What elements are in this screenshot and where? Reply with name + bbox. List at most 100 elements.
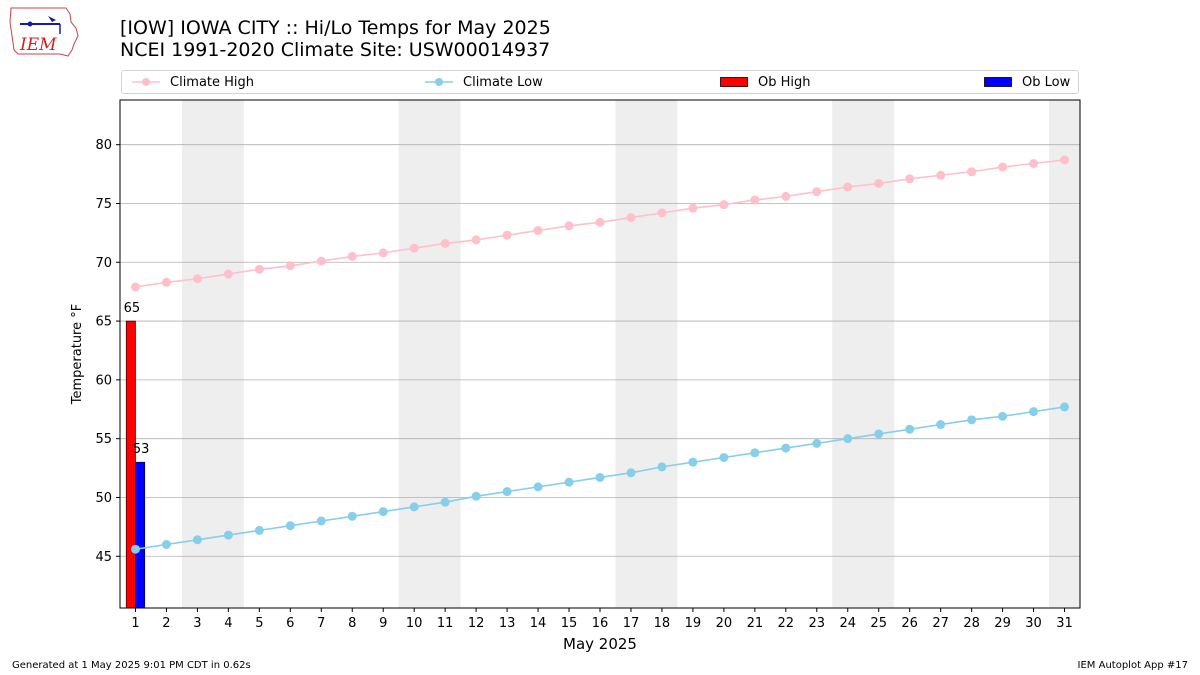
climate-point [285,521,295,531]
legend-swatch-icon [984,77,1012,87]
y-tick-label: 50 [95,491,112,506]
climate-point [223,530,233,540]
generated-note: Generated at 1 May 2025 9:01 PM CDT in 0… [12,660,251,671]
climate-point [1029,407,1039,417]
climate-point [130,282,140,292]
x-tick-label: 20 [716,616,733,631]
climate-point [688,203,698,213]
x-tick-label: 4 [224,616,232,631]
x-tick-label: 12 [468,616,485,631]
x-tick-label: 5 [255,616,263,631]
climate-point [285,261,295,271]
weekend-band [1049,100,1080,608]
climate-point [874,178,884,188]
climate-point [440,497,450,507]
climate-point [967,167,977,177]
x-tick-label: 7 [317,616,325,631]
x-tick-label: 30 [1025,616,1042,631]
weekend-band [181,100,244,608]
climate-point [564,221,574,231]
x-tick-label: 11 [437,616,454,631]
y-axis-label: Temperature °F [70,304,85,405]
app-note: IEM Autoplot App #17 [1077,660,1188,671]
bar-labels: 65 53 [124,301,150,457]
climate-point [905,424,915,434]
climate-point [502,487,512,497]
bar-value-label: 53 [133,442,150,457]
climate-point [254,264,264,274]
climate-point [161,277,171,287]
x-tick-label: 25 [870,616,887,631]
climate-point [905,174,915,184]
x-tick-label: 3 [193,616,201,631]
x-tick-label: 21 [747,616,764,631]
climate-point [1060,402,1070,412]
x-tick-label: 22 [778,616,795,631]
x-tick-label: 10 [406,616,423,631]
y-axis: 45 50 55 60 65 70 75 80 [95,138,120,565]
climate-point [626,468,636,478]
climate-point [750,195,760,205]
climate-point [161,540,171,549]
climate-point [316,516,326,526]
x-tick-label: 23 [809,616,826,631]
climate-point [564,477,574,487]
climate-point [409,502,419,512]
x-tick-label: 26 [901,616,918,631]
ob-bars [125,320,146,609]
climate-point [781,443,791,453]
legend-climate-low: Climate Low [425,71,543,93]
y-tick-label: 80 [95,138,112,153]
climate-point [471,235,481,245]
x-tick-label: 14 [530,616,547,631]
climate-point [998,162,1008,172]
climate-point [719,200,729,210]
y-tick-label: 70 [95,256,112,271]
legend-label: Climate Low [463,74,543,90]
climate-point [192,535,202,545]
climate-point [688,457,698,467]
weekend-band [615,100,678,608]
y-tick-label: 60 [95,373,112,388]
climate-point [967,415,977,425]
climate-point [936,170,946,180]
climate-point [409,243,419,253]
y-tick-label: 75 [95,197,112,212]
x-tick-label: 27 [932,616,949,631]
title-line2: NCEI 1991-2020 Climate Site: USW00014937 [120,39,551,61]
y-tick-label: 45 [95,550,112,565]
x-tick-label: 16 [592,616,609,631]
x-tick-label: 18 [654,616,671,631]
ob-bar [125,320,136,609]
climate-point [781,191,791,201]
x-tick-label: 15 [561,616,578,631]
climate-point [316,256,326,266]
ob-bar [135,461,146,609]
y-tick-label: 55 [95,432,112,447]
x-axis: 1 2 3 4 5 6 7 8 9 10 11 12 13 14 15 16 17 18 19 20 21 22 23 24 2… [131,608,1073,631]
climate-point [657,462,667,472]
climate-point [130,544,140,554]
climate-point [347,511,357,521]
weekend-shading [181,100,1080,608]
chart-legend: Climate High Climate Low Ob High Ob Low [121,70,1079,94]
legend-label: Climate High [170,74,255,90]
climate-point [843,434,853,444]
climate-point [812,187,822,197]
climate-point [533,226,543,236]
x-axis-label: May 2025 [563,635,637,653]
x-tick-label: 17 [623,616,640,631]
climate-point [192,274,202,284]
logo-text: IEM [19,35,57,55]
climate-point [223,269,233,279]
climate-point [595,217,605,227]
climate-point [440,238,450,248]
climate-point [626,213,636,223]
climate-point [998,411,1008,421]
climate-point [812,438,822,448]
weekend-band [398,100,461,608]
x-tick-label: 13 [499,616,516,631]
climate-point [750,448,760,458]
x-tick-label: 2 [162,616,170,631]
